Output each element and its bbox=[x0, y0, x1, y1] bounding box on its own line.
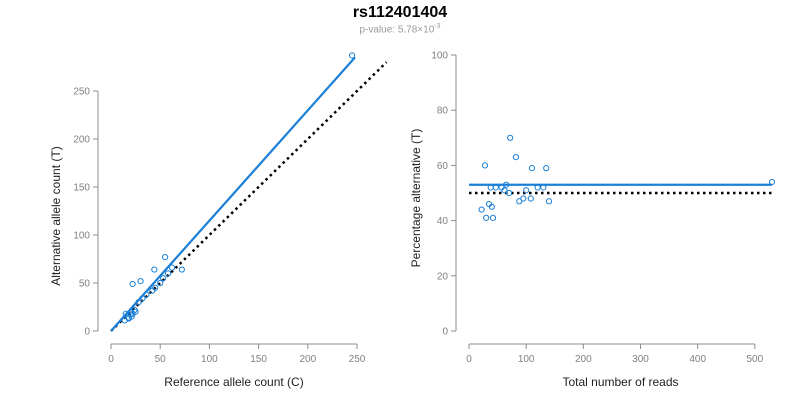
right-x-axis-label: Total number of reads bbox=[562, 375, 678, 389]
right-x-tick-label: 300 bbox=[632, 354, 649, 365]
right-data-point bbox=[512, 154, 519, 161]
right-y-tick-label: 80 bbox=[437, 106, 449, 117]
left-data-point bbox=[348, 52, 356, 59]
chart-subtitle: p-value: 5.78×10-3 bbox=[0, 23, 800, 35]
right-data-point bbox=[527, 195, 534, 202]
right-data-point bbox=[545, 198, 553, 205]
left-data-point bbox=[160, 275, 167, 282]
left-data-point bbox=[129, 280, 136, 288]
left-x-axis-label: Reference allele count (C) bbox=[164, 375, 303, 389]
left-x-tick-label: 250 bbox=[349, 354, 366, 365]
right-data-point bbox=[481, 162, 489, 169]
right-data-point bbox=[488, 203, 495, 210]
left-data-point bbox=[151, 266, 158, 273]
right-y-tick-label: 40 bbox=[437, 216, 449, 227]
left-data-point bbox=[168, 264, 176, 271]
p-value-exponent: -3 bbox=[434, 23, 441, 30]
right-x-tick-label: 200 bbox=[575, 354, 592, 365]
left-x-tick-label: 0 bbox=[108, 354, 114, 365]
p-value-text: p-value: 5.78×10 bbox=[359, 24, 435, 36]
left-data-point bbox=[121, 317, 128, 324]
right-y-tick-label: 20 bbox=[437, 271, 449, 282]
left-data-point bbox=[143, 291, 150, 298]
right-y-tick-label: 0 bbox=[442, 327, 448, 338]
left-y-axis-label: Alternative allele count (T) bbox=[49, 146, 63, 285]
right-data-point bbox=[501, 187, 508, 194]
left-y-tick-label: 100 bbox=[73, 231, 90, 242]
left-y-tick-label: 250 bbox=[73, 87, 90, 98]
left-data-point bbox=[157, 279, 164, 287]
right-panel: 0 100 200 300 400 500 0 20 40 60 80 100 Total number… bbox=[409, 51, 776, 389]
right-data-point bbox=[520, 195, 527, 202]
left-fit-line bbox=[110, 56, 356, 332]
right-data-point bbox=[507, 134, 514, 141]
right-data-point bbox=[483, 214, 490, 221]
right-data-point bbox=[489, 214, 497, 221]
left-x-tick-label: 100 bbox=[201, 354, 218, 365]
left-data-point bbox=[131, 306, 138, 313]
left-y-tick-label: 50 bbox=[79, 279, 91, 290]
right-data-point bbox=[768, 178, 776, 186]
left-y-tick-label: 0 bbox=[84, 327, 90, 338]
left-panel: 0 50 100 150 200 250 0 50 100 150 200 250 Reference … bbox=[49, 52, 388, 389]
right-y-tick-label: 60 bbox=[437, 161, 449, 172]
right-data-point bbox=[503, 181, 510, 188]
left-data-point bbox=[178, 266, 185, 273]
left-y-tick-label: 200 bbox=[73, 135, 90, 146]
left-x-tick-label: 200 bbox=[299, 354, 316, 365]
right-data-point bbox=[492, 184, 499, 191]
left-x-tick-label: 50 bbox=[155, 354, 167, 365]
right-data-point bbox=[543, 165, 550, 172]
left-data-point bbox=[139, 295, 146, 302]
right-x-tick-label: 500 bbox=[747, 354, 764, 365]
right-data-point bbox=[505, 189, 513, 197]
right-x-tick-label: 400 bbox=[689, 354, 706, 365]
chart-title: rs112401404 bbox=[352, 4, 448, 21]
left-data-point bbox=[164, 270, 172, 277]
right-y-tick-label: 100 bbox=[431, 51, 448, 62]
left-y-tick-label: 150 bbox=[73, 183, 90, 194]
right-x-tick-label: 0 bbox=[466, 354, 472, 365]
right-data-point bbox=[523, 187, 530, 194]
right-y-axis-label: Percentage alternative (T) bbox=[409, 129, 423, 268]
right-data-point bbox=[534, 184, 541, 191]
right-data-point bbox=[478, 206, 485, 213]
left-x-tick-label: 150 bbox=[250, 354, 267, 365]
left-data-point bbox=[135, 299, 142, 306]
left-reference-line bbox=[110, 61, 388, 332]
left-data-point bbox=[162, 253, 169, 261]
left-data-point bbox=[137, 277, 144, 285]
right-x-tick-label: 100 bbox=[518, 354, 535, 365]
right-data-point bbox=[540, 184, 547, 191]
left-data-point bbox=[152, 284, 159, 291]
right-data-point bbox=[528, 165, 535, 172]
